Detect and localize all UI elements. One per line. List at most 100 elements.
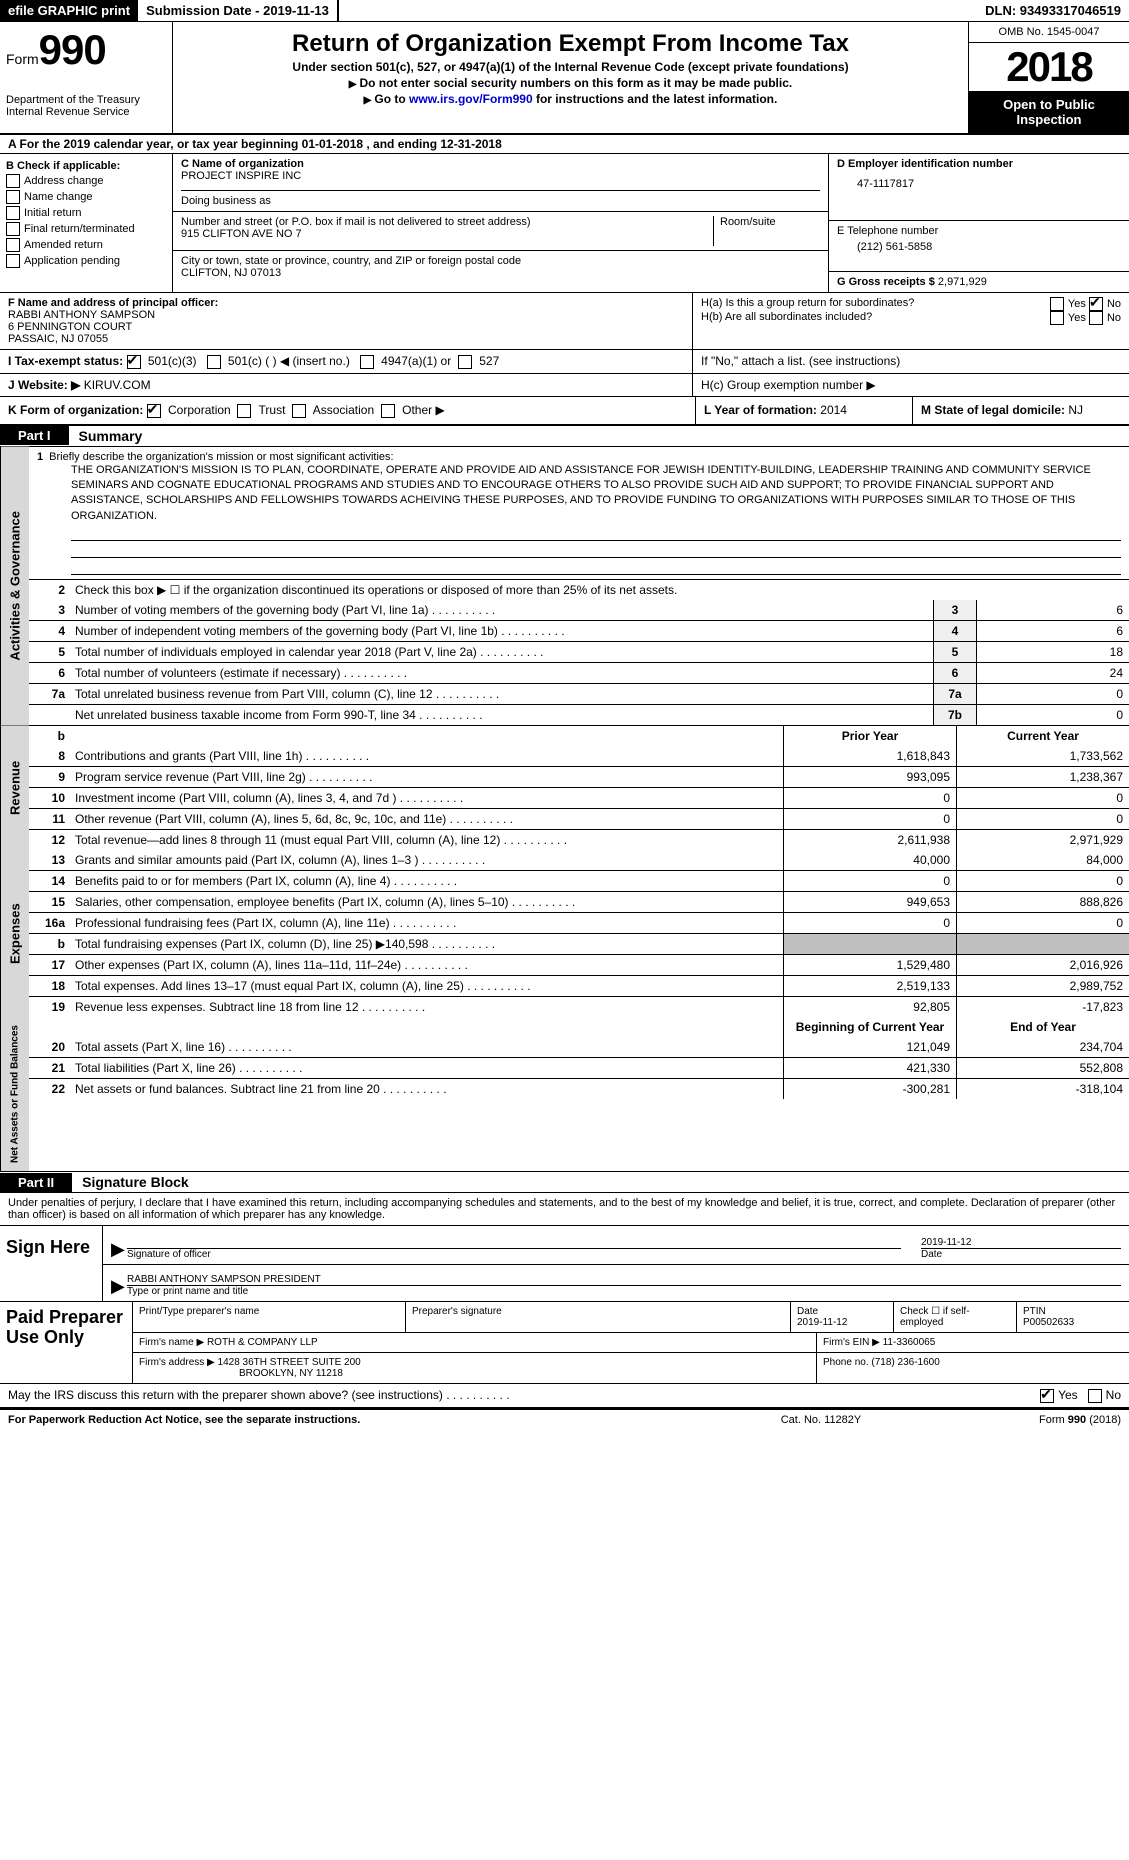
- summary-line: 6Total number of volunteers (estimate if…: [29, 662, 1129, 683]
- check-application-pending[interactable]: [6, 254, 20, 268]
- summary-line: 10Investment income (Part VIII, column (…: [29, 787, 1129, 808]
- form-header: Form990 Department of the Treasury Inter…: [0, 22, 1129, 135]
- form-number: Form990: [6, 26, 166, 74]
- street-address: 915 CLIFTON AVE NO 7: [181, 228, 713, 240]
- year-formation: 2014: [820, 403, 847, 417]
- top-bar: efile GRAPHIC print Submission Date - 20…: [0, 0, 1129, 22]
- website: KIRUV.COM: [84, 378, 151, 392]
- summary-line: 17Other expenses (Part IX, column (A), l…: [29, 954, 1129, 975]
- hb-no[interactable]: [1089, 311, 1103, 325]
- firm-phone: (718) 236-1600: [871, 1357, 939, 1368]
- ptin: P00502633: [1023, 1317, 1074, 1328]
- section-bcd: B Check if applicable: Address change Na…: [0, 154, 1129, 293]
- page-footer: For Paperwork Reduction Act Notice, see …: [0, 1409, 1129, 1430]
- expenses-section: Expenses 13Grants and similar amounts pa…: [0, 850, 1129, 1017]
- officer-addr2: PASSAIC, NJ 07055: [8, 333, 684, 345]
- check-amended-return[interactable]: [6, 238, 20, 252]
- part-2-header: Part II Signature Block: [0, 1172, 1129, 1193]
- col-c-org-info: C Name of organization PROJECT INSPIRE I…: [173, 154, 829, 292]
- row-klm: K Form of organization: Corporation Trus…: [0, 397, 1129, 426]
- check-final-return[interactable]: [6, 222, 20, 236]
- check-501c[interactable]: [207, 355, 221, 369]
- city-state-zip: CLIFTON, NJ 07013: [181, 267, 820, 279]
- tax-year: 2018: [969, 43, 1129, 91]
- tab-net-assets: Net Assets or Fund Balances: [0, 1017, 29, 1171]
- tab-revenue: Revenue: [0, 726, 29, 850]
- part-1-header: Part I Summary: [0, 426, 1129, 447]
- submission-date: Submission Date - 2019-11-13: [138, 0, 339, 21]
- ein: 47-1117817: [837, 170, 1121, 198]
- prep-date: 2019-11-12: [797, 1317, 847, 1328]
- col-b-checkboxes: B Check if applicable: Address change Na…: [0, 154, 173, 292]
- row-a-tax-year: A For the 2019 calendar year, or tax yea…: [0, 135, 1129, 154]
- form-footer-label: Form 990 (2018): [921, 1414, 1121, 1426]
- check-501c3[interactable]: [127, 355, 141, 369]
- check-other[interactable]: [381, 404, 395, 418]
- summary-line: 3Number of voting members of the governi…: [29, 600, 1129, 620]
- check-4947[interactable]: [360, 355, 374, 369]
- row-i: I Tax-exempt status: 501(c)(3) 501(c) ( …: [0, 350, 1129, 374]
- summary-line: 15Salaries, other compensation, employee…: [29, 891, 1129, 912]
- state-domicile: NJ: [1068, 403, 1083, 417]
- col-d-ein-phone: D Employer identification number 47-1117…: [829, 154, 1129, 292]
- summary-line: 13Grants and similar amounts paid (Part …: [29, 850, 1129, 870]
- summary-line: 4Number of independent voting members of…: [29, 620, 1129, 641]
- ssn-note: Do not enter social security numbers on …: [183, 76, 958, 90]
- revenue-section: Revenue b Prior Year Current Year 8Contr…: [0, 726, 1129, 850]
- tab-expenses: Expenses: [0, 850, 29, 1017]
- mission-text: THE ORGANIZATION'S MISSION IS TO PLAN, C…: [37, 463, 1121, 525]
- firm-name: ROTH & COMPANY LLP: [207, 1337, 318, 1348]
- summary-line: 11Other revenue (Part VIII, column (A), …: [29, 808, 1129, 829]
- omb-number: OMB No. 1545-0047: [969, 22, 1129, 43]
- summary-line: bTotal fundraising expenses (Part IX, co…: [29, 933, 1129, 954]
- form-title: Return of Organization Exempt From Incom…: [183, 30, 958, 58]
- check-initial-return[interactable]: [6, 206, 20, 220]
- discuss-yes[interactable]: [1040, 1389, 1054, 1403]
- summary-line: 14Benefits paid to or for members (Part …: [29, 870, 1129, 891]
- tab-activities-governance: Activities & Governance: [0, 447, 29, 726]
- officer-addr: 6 PENNINGTON COURT: [8, 321, 684, 333]
- summary-line: Net unrelated business taxable income fr…: [29, 704, 1129, 725]
- summary-line: 8Contributions and grants (Part VIII, li…: [29, 746, 1129, 766]
- ha-no[interactable]: [1089, 297, 1103, 311]
- net-assets-section: Net Assets or Fund Balances Beginning of…: [0, 1017, 1129, 1172]
- check-assoc[interactable]: [292, 404, 306, 418]
- sig-date: 2019-11-12: [921, 1237, 1121, 1248]
- summary-line: 19Revenue less expenses. Subtract line 1…: [29, 996, 1129, 1017]
- summary-line: 7aTotal unrelated business revenue from …: [29, 683, 1129, 704]
- check-527[interactable]: [458, 355, 472, 369]
- gross-receipts: 2,971,929: [938, 276, 987, 288]
- row-j: J Website: ▶ KIRUV.COM H(c) Group exempt…: [0, 374, 1129, 397]
- irs-link[interactable]: www.irs.gov/Form990: [409, 92, 533, 106]
- ha-yes[interactable]: [1050, 297, 1064, 311]
- summary-line: 18Total expenses. Add lines 13–17 (must …: [29, 975, 1129, 996]
- summary-line: 22Net assets or fund balances. Subtract …: [29, 1078, 1129, 1099]
- summary-line: 9Program service revenue (Part VIII, lin…: [29, 766, 1129, 787]
- firm-ein: 11-3360065: [883, 1337, 936, 1348]
- goto-note: Go to www.irs.gov/Form990 for instructio…: [183, 92, 958, 106]
- discuss-no[interactable]: [1088, 1389, 1102, 1403]
- row-fh: F Name and address of principal officer:…: [0, 293, 1129, 350]
- summary-line: 20Total assets (Part X, line 16)121,0492…: [29, 1037, 1129, 1057]
- open-to-public: Open to Public Inspection: [969, 91, 1129, 133]
- check-address-change[interactable]: [6, 174, 20, 188]
- paid-preparer-block: Paid Preparer Use Only Print/Type prepar…: [0, 1302, 1129, 1384]
- check-corp[interactable]: [147, 404, 161, 418]
- efile-label: efile GRAPHIC print: [0, 0, 138, 21]
- summary-line: 21Total liabilities (Part X, line 26)421…: [29, 1057, 1129, 1078]
- activities-governance-section: Activities & Governance 1Briefly describ…: [0, 447, 1129, 727]
- sign-here-block: Sign Here ▶ Signature of officer 2019-11…: [0, 1225, 1129, 1302]
- irs-discuss-row: May the IRS discuss this return with the…: [0, 1384, 1129, 1409]
- phone: (212) 561-5858: [837, 237, 1121, 257]
- summary-line: 12Total revenue—add lines 8 through 11 (…: [29, 829, 1129, 850]
- form-subtitle: Under section 501(c), 527, or 4947(a)(1)…: [183, 60, 958, 74]
- dln: DLN: 93493317046519: [977, 0, 1129, 21]
- summary-line: 5Total number of individuals employed in…: [29, 641, 1129, 662]
- dept-treasury: Department of the Treasury Internal Reve…: [6, 94, 166, 118]
- check-trust[interactable]: [237, 404, 251, 418]
- check-name-change[interactable]: [6, 190, 20, 204]
- org-name: PROJECT INSPIRE INC: [181, 170, 820, 182]
- hb-yes[interactable]: [1050, 311, 1064, 325]
- summary-line: 16aProfessional fundraising fees (Part I…: [29, 912, 1129, 933]
- perjury-statement: Under penalties of perjury, I declare th…: [0, 1193, 1129, 1225]
